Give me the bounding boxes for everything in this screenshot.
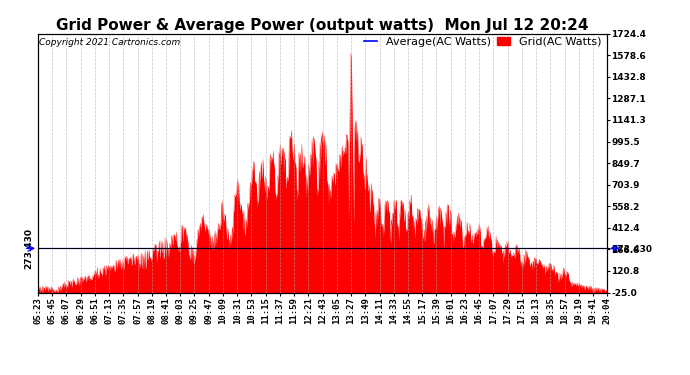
Title: Grid Power & Average Power (output watts)  Mon Jul 12 20:24: Grid Power & Average Power (output watts…	[57, 18, 589, 33]
Legend: Average(AC Watts), Grid(AC Watts): Average(AC Watts), Grid(AC Watts)	[364, 37, 602, 47]
Text: Copyright 2021 Cartronics.com: Copyright 2021 Cartronics.com	[39, 38, 180, 46]
